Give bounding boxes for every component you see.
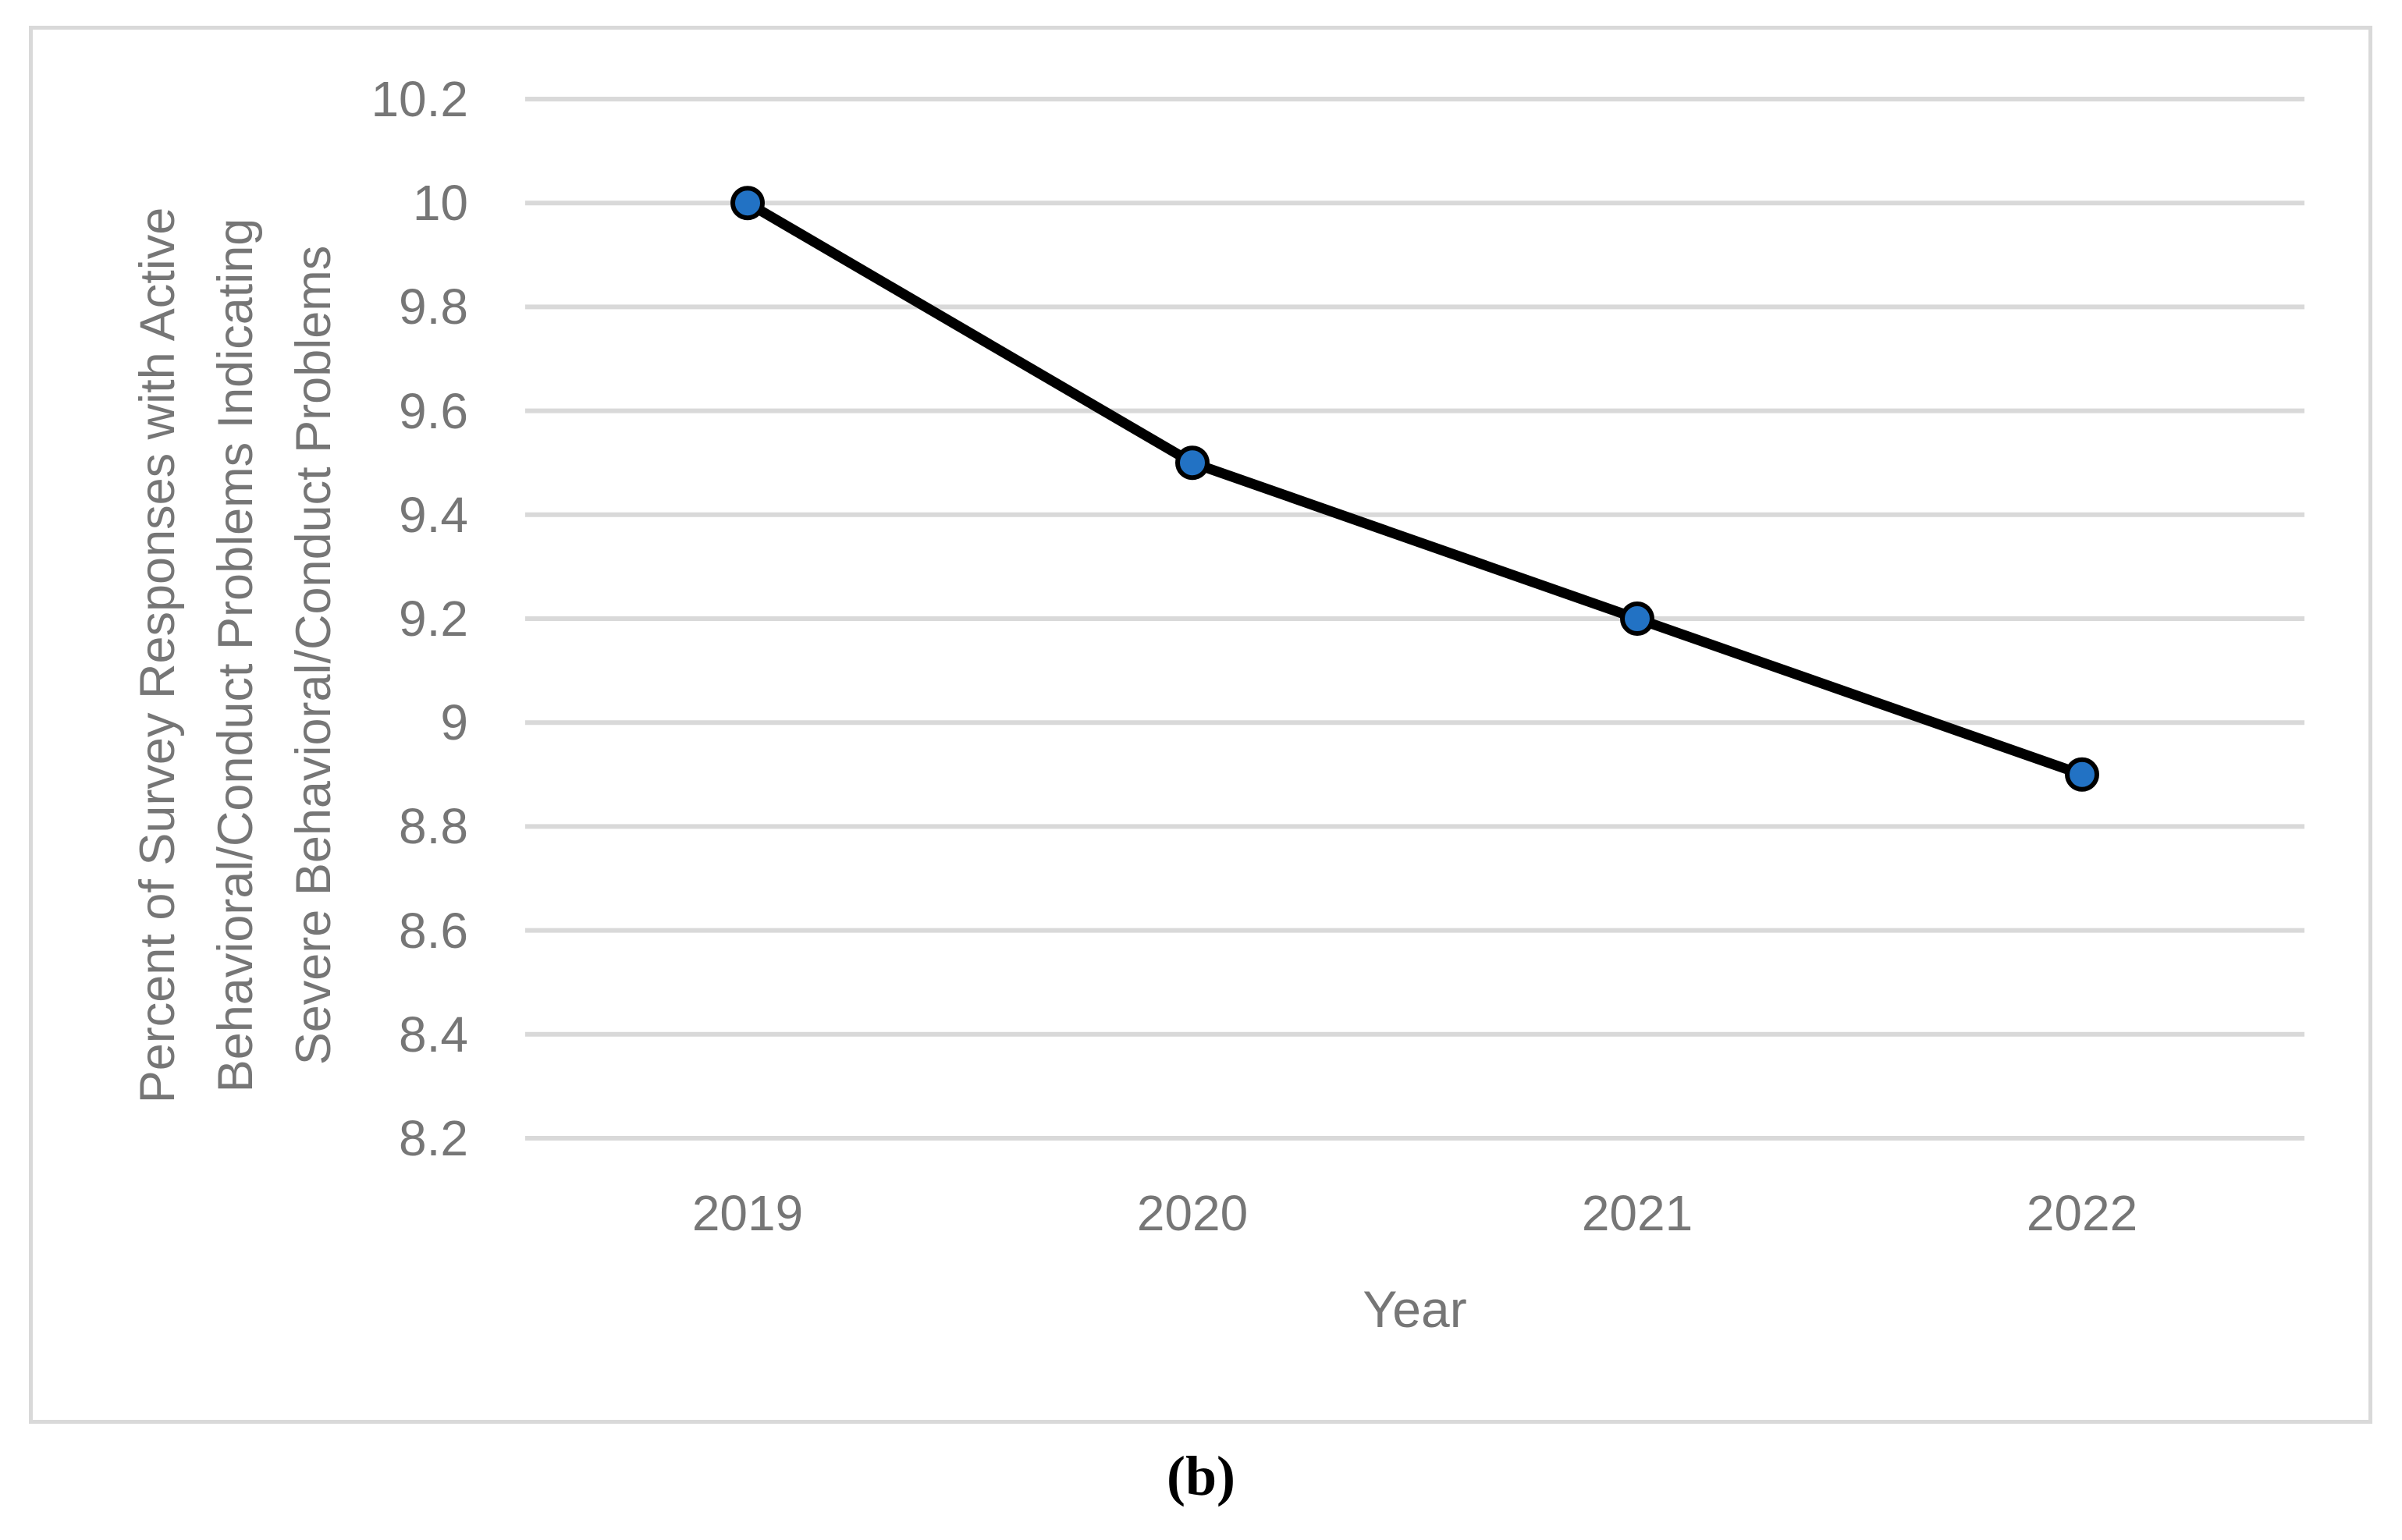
x-tick-label: 2021 bbox=[1581, 1185, 1693, 1241]
data-markers bbox=[730, 186, 2099, 792]
data-point-marker bbox=[2065, 757, 2099, 792]
x-tick-label: 2019 bbox=[691, 1185, 804, 1241]
series-polyline bbox=[744, 198, 2084, 779]
data-point-marker bbox=[1175, 445, 1210, 481]
x-axis-title: Year bbox=[1363, 1280, 1467, 1338]
y-tick-label: 9.6 bbox=[399, 382, 468, 439]
y-tick-label: 8.4 bbox=[399, 1006, 468, 1063]
y-tick-label: 9 bbox=[440, 694, 468, 751]
y-tick-label: 9.8 bbox=[399, 279, 468, 335]
y-tick-label: 8.6 bbox=[399, 902, 468, 959]
y-tick-label: 10 bbox=[412, 175, 468, 232]
data-point-marker bbox=[1620, 601, 1654, 636]
x-tick-label: 2020 bbox=[1136, 1185, 1249, 1241]
x-tick-label: 2022 bbox=[2026, 1185, 2138, 1241]
figure-caption: (b) bbox=[1167, 1445, 1235, 1507]
y-tick-label: 10.2 bbox=[371, 71, 468, 127]
y-tick-label: 9.4 bbox=[399, 486, 468, 543]
y-tick-label: 8.8 bbox=[399, 798, 468, 855]
data-line bbox=[744, 198, 2084, 779]
y-tick-label: 9.2 bbox=[399, 591, 468, 647]
gridlines bbox=[525, 97, 2304, 1141]
y-axis-title-line-1: Percent of Survey Responses with Active bbox=[130, 207, 185, 1104]
data-point-marker bbox=[730, 186, 765, 221]
y-tick-label: 8.2 bbox=[399, 1110, 468, 1166]
